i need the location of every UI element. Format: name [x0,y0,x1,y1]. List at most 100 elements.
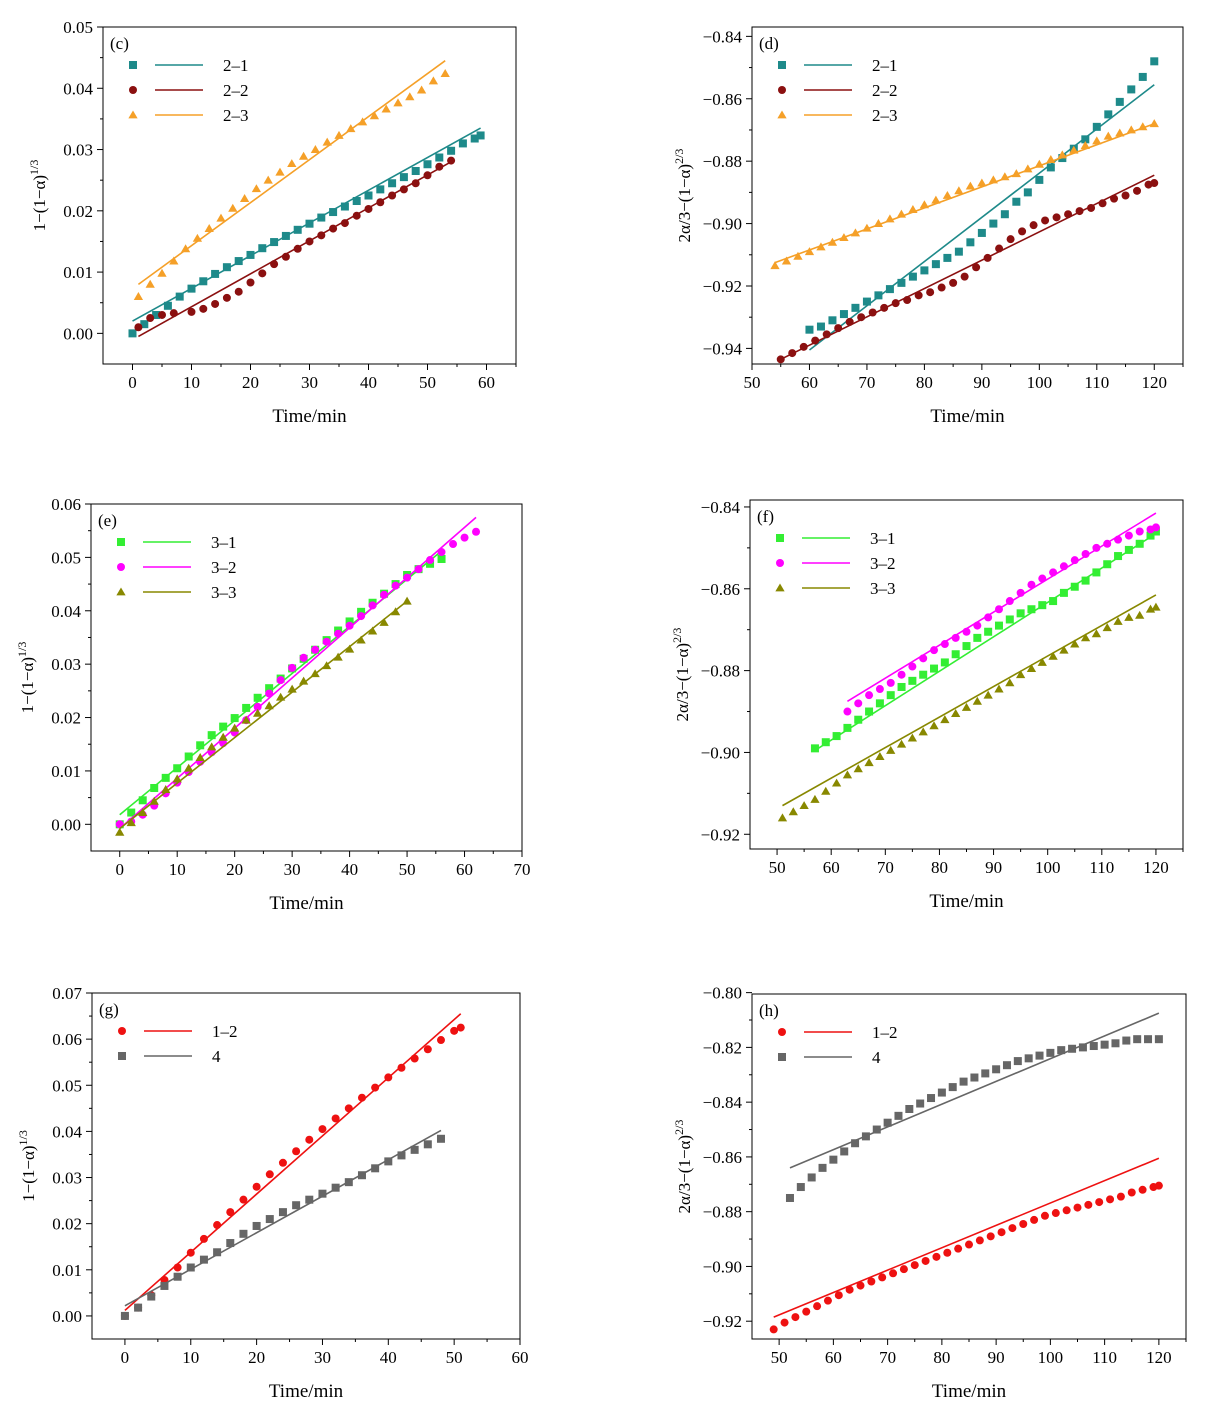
data-point [265,689,274,698]
data-point [1064,210,1073,219]
data-point [886,691,895,700]
x-tick-label: 80 [933,1348,950,1367]
data-point [1116,1192,1125,1201]
legend-label: 2–3 [223,106,249,125]
data-point [1103,131,1113,140]
x-tick-label: 60 [825,1348,842,1367]
y-tick-label: 0.06 [51,495,81,514]
x-tick-label: 100 [1035,858,1061,877]
data-point [804,247,815,256]
data-point [1084,1200,1093,1209]
data-point [333,652,343,661]
legend-marker [129,61,137,69]
legend-marker [776,534,784,542]
x-tick-label: 110 [1084,373,1109,392]
data-point [169,256,179,265]
data-point [951,709,961,717]
data-point [329,224,338,233]
legend-marker [117,563,125,571]
legend-marker [778,1028,786,1036]
data-point [357,117,368,126]
legend-label: 1–2 [872,1023,898,1042]
data-point [1080,633,1091,642]
data-point [865,691,874,700]
data-point [423,1045,432,1054]
x-tick-label: 30 [301,373,318,392]
data-point [821,786,831,795]
data-point [1040,1211,1049,1220]
panel-h: 50 60 70 80 90 100 110 120 −0.92 −0.90 −0.88 −0.86 −… [672,984,1187,1402]
data-point [940,640,949,649]
data-point [264,701,274,710]
data-point [120,1311,129,1320]
data-point [1135,527,1144,536]
data-point [781,256,792,265]
x-tick-label: 60 [801,373,818,392]
data-point [886,745,896,754]
data-point [834,1291,843,1300]
data-point [230,714,239,723]
data-point [357,607,366,616]
data-point [397,1063,406,1072]
data-point [265,1170,274,1179]
data-point [402,596,412,605]
y-tick-label: 0.01 [52,1261,82,1280]
data-point [239,1195,248,1204]
data-point [173,764,182,773]
data-point [1002,1061,1011,1070]
data-point [954,1244,963,1253]
data-point [253,693,262,702]
data-point [984,627,993,636]
data-point [270,238,279,247]
data-point [966,238,975,247]
fit-line [137,60,446,285]
data-point [292,1147,301,1156]
series-1–2: 1–2 [118,1013,465,1320]
data-point [357,1093,366,1102]
data-point [317,231,326,240]
data-point [275,167,285,176]
data-point [1078,1043,1087,1052]
data-point [1046,1048,1055,1057]
data-point [1154,1035,1163,1044]
data-point [948,1083,957,1092]
data-point [791,1313,800,1322]
data-point [875,699,884,708]
data-point [1000,210,1009,219]
data-point [1104,110,1113,119]
data-point [152,310,161,319]
data-point [160,1281,169,1290]
data-point [127,808,136,817]
data-point [1124,545,1133,554]
data-point [292,1201,301,1210]
data-point [931,195,941,204]
data-point [318,1125,327,1134]
data-point [965,181,976,190]
data-point [1122,1036,1131,1045]
data-point [1150,57,1159,66]
series-3–3: 3–3 [775,579,1161,822]
data-point [910,1261,919,1270]
data-point [318,1189,327,1198]
data-point [1087,203,1096,212]
data-point [874,291,883,300]
data-point [460,533,469,542]
data-point [287,159,297,168]
data-point [854,715,863,724]
data-point [861,1132,870,1141]
data-point [886,678,895,687]
data-point [1106,1195,1115,1204]
data-point [1124,612,1134,621]
data-point [937,283,946,292]
data-point [1092,122,1101,131]
legend-label: 2–1 [223,56,249,75]
data-point [1127,1188,1136,1197]
data-point [388,191,397,200]
data-point [263,175,273,184]
legend-marker [118,1052,126,1060]
data-point [962,642,971,651]
fit-line [774,122,1155,264]
data-point [138,808,148,816]
y-tick-label: 0.01 [51,762,81,781]
data-point [411,179,420,188]
